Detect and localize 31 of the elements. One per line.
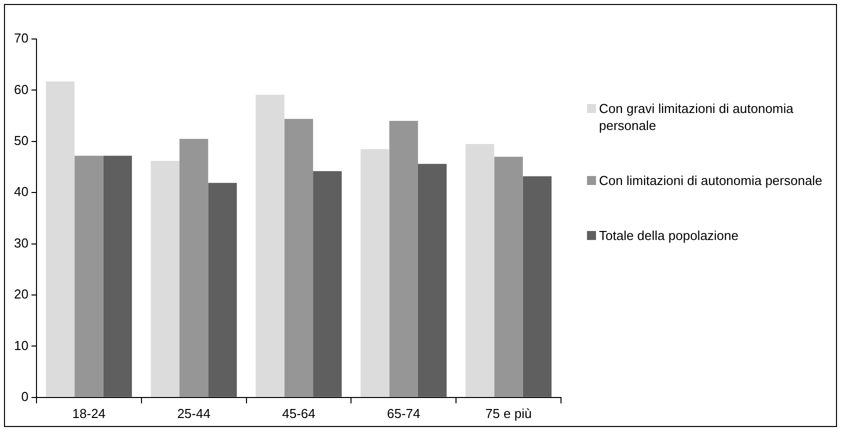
bar bbox=[284, 118, 314, 397]
bar bbox=[418, 164, 447, 397]
x-tick-label: 75 e più bbox=[485, 406, 532, 421]
bar bbox=[208, 182, 237, 397]
bar bbox=[466, 144, 494, 397]
x-tick-label: 25-44 bbox=[177, 406, 210, 421]
bar bbox=[103, 156, 132, 397]
bar bbox=[494, 156, 523, 397]
bar bbox=[179, 138, 208, 397]
y-tick-label: 0 bbox=[21, 388, 28, 404]
y-tick-label: 60 bbox=[14, 82, 28, 97]
x-tick-label: 65-74 bbox=[387, 406, 420, 421]
y-tick-label: 40 bbox=[14, 184, 28, 200]
y-tick-label: 30 bbox=[14, 235, 28, 250]
y-tick-label: 20 bbox=[14, 286, 28, 302]
bar bbox=[522, 176, 552, 397]
x-tick-label: 45-64 bbox=[282, 406, 316, 421]
bar bbox=[313, 171, 342, 397]
legend-label: Totale della popolazione bbox=[599, 227, 738, 244]
bar bbox=[46, 81, 75, 397]
y-tick-label: 70 bbox=[14, 30, 28, 46]
legend-label: Con limitazioni di autonomia personale bbox=[599, 172, 822, 189]
y-tick-label: 10 bbox=[14, 338, 28, 353]
bar bbox=[256, 94, 284, 397]
bar bbox=[360, 149, 390, 397]
y-tick-label: 50 bbox=[14, 132, 28, 148]
bar bbox=[389, 120, 418, 397]
x-tick-label: 18-24 bbox=[72, 406, 106, 421]
bar bbox=[150, 160, 180, 397]
bar bbox=[74, 156, 104, 397]
legend-label: Con gravi limitazioni di autonomia personale bbox=[599, 100, 794, 134]
